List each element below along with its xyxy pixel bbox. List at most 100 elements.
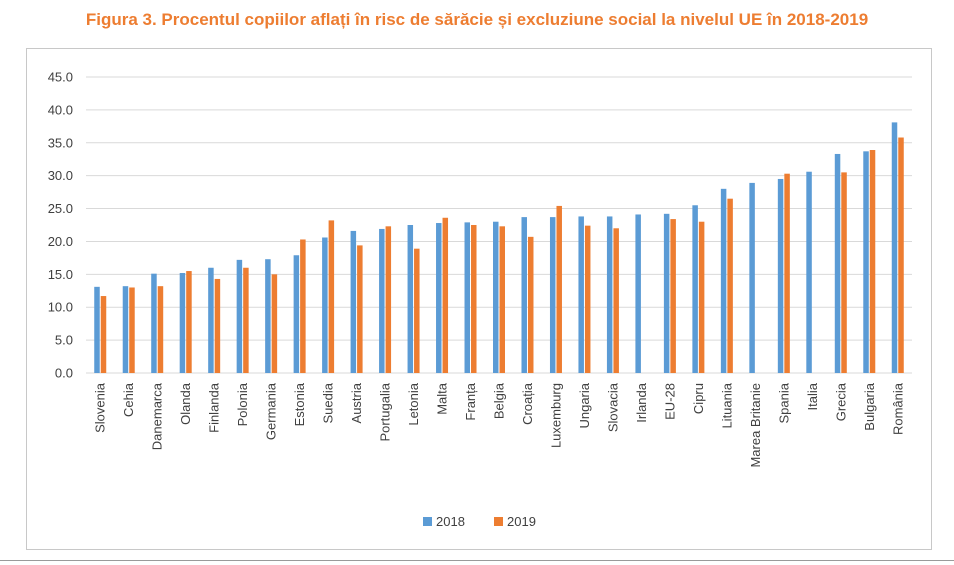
x-tick-label: Slovenia <box>93 382 108 433</box>
bar-2019 <box>698 221 705 373</box>
x-tick-label: Lituania <box>719 382 734 428</box>
x-tick-label: Estonia <box>292 382 307 426</box>
bar-2018 <box>606 216 613 373</box>
bar-2018 <box>493 221 499 373</box>
x-tick-label: Irlanda <box>634 382 649 423</box>
bar-2019 <box>869 150 876 373</box>
legend-swatch-2019 <box>494 517 503 526</box>
y-tick-label: 45.0 <box>48 70 73 85</box>
x-axis-labels: Slovenia Cehia Danemarca Olanda Finlanda Polo… <box>93 382 906 467</box>
bar-2018 <box>549 217 556 373</box>
figure-title: Figura 3. Procentul copiilor aflați în r… <box>85 10 869 29</box>
bar-2018 <box>208 267 214 373</box>
bar-2019 <box>784 173 790 373</box>
y-tick-label: 0.0 <box>55 366 73 381</box>
bar-2019 <box>898 137 904 373</box>
bar-2018 <box>578 216 584 373</box>
bar-2018 <box>834 153 841 373</box>
bar-2019 <box>328 220 335 373</box>
x-tick-label: Danemarca <box>150 382 165 450</box>
x-tick-label: Suedia <box>321 382 336 423</box>
legend-swatch-2018 <box>423 517 432 526</box>
x-tick-label: Slovacia <box>605 382 620 432</box>
bar-2018 <box>863 151 869 373</box>
legend-label-2018: 2018 <box>436 514 465 529</box>
x-tick-label: Croația <box>520 382 535 425</box>
gridlines <box>86 76 912 374</box>
bar-2018 <box>94 286 100 373</box>
bar-2018 <box>891 122 898 374</box>
bar-2018 <box>379 228 385 373</box>
x-tick-label: Belgia <box>492 382 507 419</box>
bar-2019 <box>556 205 562 373</box>
x-tick-label: Bulgaria <box>862 382 877 430</box>
chart-area: 0.0 5.0 10.0 15.0 20.0 25.0 30.0 35.0 40.0 45.0 S… <box>26 48 932 550</box>
bar-2019 <box>100 296 107 373</box>
x-tick-label: Luxemburg <box>548 383 563 448</box>
bar-2019 <box>727 198 733 373</box>
y-tick-label: 25.0 <box>48 201 73 216</box>
bar-2019 <box>841 172 847 373</box>
bar-2018 <box>265 259 271 373</box>
bar-2018 <box>350 230 357 373</box>
y-tick-label: 40.0 <box>48 102 73 117</box>
bar-2018 <box>635 214 641 373</box>
bar-2019 <box>243 267 249 373</box>
bar-2018 <box>806 171 812 373</box>
y-tick-label: 15.0 <box>48 267 73 282</box>
y-tick-label: 35.0 <box>48 135 73 150</box>
x-tick-label: Malta <box>435 382 450 415</box>
bar-2018 <box>692 205 698 373</box>
bar-2019 <box>129 287 135 373</box>
bar-2018 <box>464 222 471 373</box>
x-tick-label: Portugalia <box>378 382 393 441</box>
y-tick-label: 10.0 <box>48 300 73 315</box>
bar-2019 <box>271 274 278 373</box>
bar-2019 <box>442 217 449 373</box>
y-axis-ticks: 0.0 5.0 10.0 15.0 20.0 25.0 30.0 35.0 40.0 45.0 <box>48 70 73 381</box>
x-tick-label: Spania <box>776 382 791 423</box>
bar-2018 <box>122 286 129 373</box>
x-tick-label: Germania <box>264 382 279 440</box>
bar-2018 <box>179 273 186 373</box>
bar-2018 <box>436 223 442 373</box>
bar-2019 <box>613 228 619 373</box>
bar-2018 <box>236 259 243 373</box>
bars <box>94 122 904 374</box>
bar-2019 <box>414 248 420 373</box>
x-tick-label: Letonia <box>406 382 421 425</box>
bar-2019 <box>157 286 164 373</box>
bar-2019 <box>357 245 363 373</box>
x-tick-label: Finlanda <box>207 382 222 433</box>
bar-2018 <box>521 217 527 373</box>
bar-2019 <box>385 226 392 373</box>
bar-2019 <box>471 225 477 373</box>
bar-2019 <box>186 271 192 373</box>
x-tick-label: Franța <box>463 382 478 420</box>
bar-2018 <box>407 225 414 373</box>
bar-2018 <box>777 178 784 373</box>
legend: 2018 2019 <box>423 514 536 529</box>
bar-2019 <box>527 236 534 373</box>
bar-2019 <box>584 225 591 373</box>
x-tick-label: Cehia <box>121 382 136 417</box>
x-tick-label: Marea Britanie <box>748 383 763 468</box>
bar-2018 <box>749 182 755 373</box>
x-tick-label: Austria <box>349 382 364 423</box>
bar-2019 <box>499 226 505 373</box>
bar-2019 <box>670 219 676 373</box>
bar-2019 <box>214 278 221 373</box>
x-tick-label: Polonia <box>235 382 250 426</box>
bar-2018 <box>720 188 727 373</box>
bar-2018 <box>151 273 157 373</box>
bar-2018 <box>293 255 300 373</box>
x-tick-label: Italia <box>805 382 820 410</box>
x-tick-label: Olanda <box>178 382 193 425</box>
page-divider <box>0 560 954 561</box>
y-tick-label: 20.0 <box>48 234 73 249</box>
x-tick-label: EU-28 <box>662 383 677 420</box>
x-tick-label: Ungaria <box>577 382 592 428</box>
y-tick-label: 5.0 <box>55 333 73 348</box>
bar-2018 <box>322 237 328 373</box>
legend-label-2019: 2019 <box>507 514 536 529</box>
